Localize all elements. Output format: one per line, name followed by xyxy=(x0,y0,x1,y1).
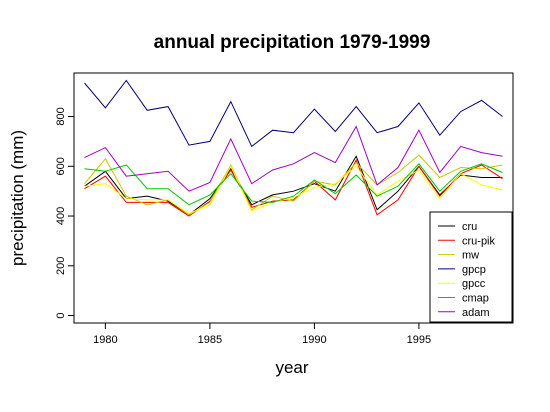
series-line-gpcp xyxy=(84,79,503,148)
y-tick-label: 400 xyxy=(55,207,67,225)
legend-label-cru-pik: cru-pik xyxy=(462,235,496,247)
series-line-cru xyxy=(84,155,503,216)
series-line-adam xyxy=(84,125,503,192)
series-line-mw xyxy=(84,154,503,216)
series-line-cmap xyxy=(84,163,503,206)
legend-box xyxy=(429,211,513,323)
x-tick-label: 1985 xyxy=(198,334,222,346)
x-axis: 1980 1985 1990 1995 xyxy=(93,323,431,346)
plot-frame xyxy=(73,72,514,324)
y-axis: 0 200 400 600 800 xyxy=(55,107,74,319)
y-tick-label: 200 xyxy=(55,257,67,275)
series-line-gpcc xyxy=(84,165,503,215)
series-line-cru-pik xyxy=(84,158,503,217)
series-layer xyxy=(84,79,503,217)
legend-label-mw: mw xyxy=(462,250,479,262)
chart-title: annual precipitation 1979-1999 xyxy=(154,32,431,53)
y-tick-label: 800 xyxy=(55,107,67,125)
y-tick-label: 600 xyxy=(55,157,67,175)
y-axis-label: precipitation (mm) xyxy=(8,130,27,266)
legend-label-gpcp: gpcp xyxy=(462,264,486,276)
y-tick-label: 0 xyxy=(55,312,67,318)
x-tick-label: 1980 xyxy=(93,334,117,346)
x-axis-label: year xyxy=(275,358,308,377)
x-tick-label: 1990 xyxy=(302,334,326,346)
x-tick-label: 1995 xyxy=(407,334,431,346)
legend-label-cmap: cmap xyxy=(462,293,489,305)
legend-label-gpcc: gpcc xyxy=(462,278,486,290)
legend: cru cru-pik mw gpcp gpcc cmap adam xyxy=(429,211,513,323)
legend-label-adam: adam xyxy=(462,307,490,319)
legend-label-cru: cru xyxy=(462,221,477,233)
